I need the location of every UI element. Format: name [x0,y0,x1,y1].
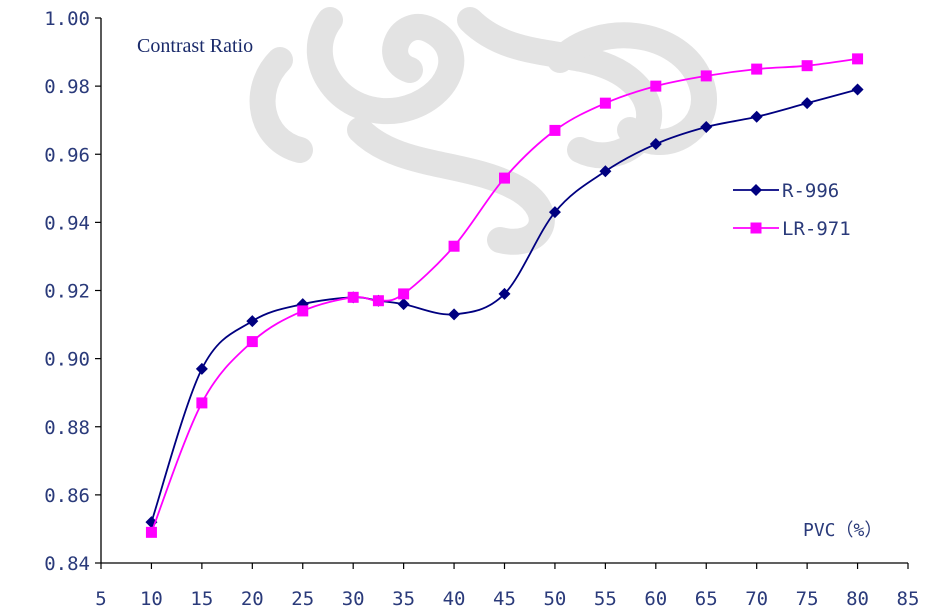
x-tick-label: 65 [695,588,718,610]
x-tick-label: 40 [443,588,466,610]
data-point [700,70,712,82]
data-point [549,124,561,136]
data-point [801,60,813,72]
legend-label: LR-971 [782,218,851,240]
x-tick-label: 50 [543,588,566,610]
x-tick-label: 55 [594,588,617,610]
data-point [852,53,864,65]
y-tick-label: 0.84 [44,553,90,575]
y-tick-label: 0.98 [44,76,90,98]
series-line [150,88,858,523]
x-tick-label: 15 [190,588,213,610]
data-point [398,288,410,300]
data-point [548,206,561,219]
y-tick-label: 0.86 [44,485,90,507]
x-tick-label: 45 [493,588,516,610]
chart-title: Contrast Ratio [137,35,253,57]
x-tick-label: 75 [796,588,819,610]
legend-marker [750,184,762,196]
x-tick-label: 30 [342,588,365,610]
data-point [750,110,763,123]
legend-marker [750,222,762,234]
data-point [751,63,763,75]
y-tick-label: 0.88 [44,417,90,439]
x-tick-label: 25 [291,588,314,610]
watermark-swirl [249,47,313,163]
x-tick-label: 70 [745,588,768,610]
y-tick-label: 0.90 [44,349,90,371]
x-tick-label: 35 [392,588,415,610]
data-point [448,240,460,252]
data-point [649,138,662,151]
data-point [372,295,384,307]
legend-item: LR-971 [733,218,851,240]
y-tick-label: 0.94 [44,212,90,234]
y-tick-label: 0.96 [44,144,90,166]
x-tick-label: 10 [140,588,163,610]
data-point [801,97,814,110]
data-point [599,97,611,109]
x-tick-label: 85 [897,588,920,610]
data-point [700,121,713,133]
data-point [297,305,309,317]
data-point [448,308,461,321]
watermark-swirl [347,117,555,255]
background-watermark [249,7,717,255]
data-point [851,83,864,96]
watermark-swirl [547,22,717,155]
legend-item: R-996 [733,180,839,202]
legend: R-996 LR-971 [733,180,851,240]
axes: 0.84 0.86 0.88 0.90 0.92 0.94 0.96 0.98 1.00 5 10 1… [44,8,919,610]
data-point [397,298,410,311]
x-tick-label: 60 [644,588,667,610]
data-point [196,397,208,409]
series-layer [145,53,864,538]
x-tick-label: 5 [95,588,106,610]
x-tick-label: 20 [241,588,264,610]
data-point [499,172,510,184]
data-point [246,315,259,328]
data-point [599,165,612,178]
y-tick-label: 0.92 [44,281,90,303]
x-tick-label: 80 [846,588,869,610]
y-tick-label: 1.00 [44,8,90,30]
data-point [145,526,157,538]
data-point [246,336,258,348]
data-point [498,287,511,300]
data-point [347,291,359,303]
legend-label: R-996 [782,180,839,202]
series-r-996 [145,83,864,529]
x-axis-label: PVC（%） [803,520,882,541]
series-lr-971 [145,53,864,538]
data-point [195,362,208,375]
data-point [650,80,662,92]
watermark-swirl [306,7,465,125]
